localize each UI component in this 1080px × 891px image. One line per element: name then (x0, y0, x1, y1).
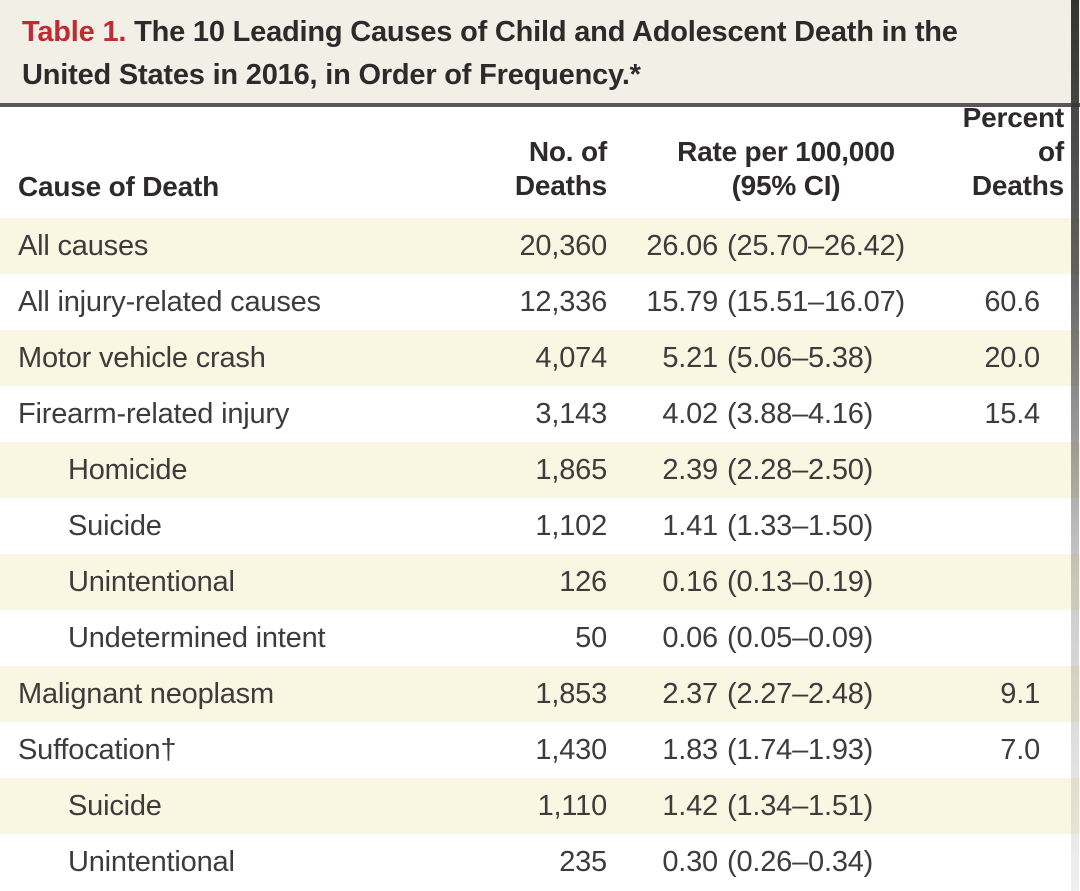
cell-cause: Firearm-related injury (18, 397, 290, 430)
cell-cause: Undetermined intent (68, 621, 326, 654)
cell-rate: 26.06 (25.70–26.42) (630, 230, 942, 263)
cell-cause: Suicide (68, 509, 162, 542)
cell-deaths: 126 (559, 565, 607, 598)
table-row: Malignant neoplasm 1,853 2.37 (2.27–2.48… (0, 666, 1080, 722)
cell-rate-value: 1.41 (662, 509, 718, 542)
cell-rate-ci: (25.70–26.42) (727, 229, 905, 262)
cell-cause: Unintentional (68, 845, 235, 878)
column-header-rate-line1: Rate per 100,000 (677, 136, 895, 167)
cell-deaths: 1,865 (535, 453, 607, 486)
table-row: Undetermined intent 50 0.06 (0.05–0.09) (0, 610, 1080, 666)
cell-rate-ci: (1.74–1.93) (727, 733, 874, 766)
cell-rate: 2.39 (2.28–2.50) (630, 454, 942, 487)
column-header-deaths: No. of Deaths (450, 135, 607, 203)
table-row: Suicide 1,110 1.42 (1.34–1.51) (0, 778, 1080, 834)
cell-cause: Suicide (68, 789, 162, 822)
cell-rate: 5.21 (5.06–5.38) (630, 342, 942, 375)
cell-rate: 1.42 (1.34–1.51) (630, 790, 942, 823)
cell-cause: Suffocation† (18, 733, 177, 766)
cell-deaths: 1,102 (535, 509, 607, 542)
cell-rate-value: 2.39 (662, 453, 718, 486)
cell-deaths: 4,074 (535, 341, 607, 374)
cell-cause: Homicide (68, 453, 188, 486)
cell-cause: All injury-related causes (18, 285, 321, 318)
cell-deaths: 1,110 (537, 789, 608, 822)
cell-deaths: 12,336 (519, 285, 608, 318)
cell-rate-value: 0.06 (662, 621, 718, 654)
column-header-percent: Percent of Deaths (942, 101, 1080, 203)
cell-cause: All causes (18, 229, 149, 262)
cell-rate-value: 5.21 (662, 341, 718, 374)
cell-rate-ci: (1.33–1.50) (727, 509, 874, 542)
cell-rate: 0.06 (0.05–0.09) (630, 622, 942, 655)
column-header-cause: Cause of Death (18, 171, 220, 202)
cell-cause: Motor vehicle crash (18, 341, 266, 374)
cell-rate: 15.79 (15.51–16.07) (630, 286, 942, 319)
cell-percent: 9.1 (1000, 677, 1040, 710)
cell-cause: Unintentional (68, 565, 235, 598)
table-row: Suffocation† 1,430 1.83 (1.74–1.93) 7.0 (0, 722, 1080, 778)
table-caption-text: The 10 Leading Causes of Child and Adole… (22, 16, 958, 91)
cell-percent: 60.6 (984, 285, 1040, 318)
cell-rate-ci: (0.05–0.09) (727, 621, 874, 654)
cell-rate-value: 0.30 (662, 845, 718, 878)
column-header-rate-line2: (95% CI) (731, 170, 841, 201)
cell-rate: 2.37 (2.27–2.48) (630, 678, 942, 711)
column-header-deaths-line2: Deaths (514, 170, 607, 201)
cell-deaths: 1,853 (535, 677, 607, 710)
cell-rate-value: 1.42 (662, 789, 718, 822)
table-caption: Table 1. The 10 Leading Causes of Child … (0, 0, 1080, 107)
column-header-percent-line1: Percent (962, 102, 1065, 133)
cell-rate-ci: (0.26–0.34) (727, 845, 874, 878)
column-header-percent-line2: of Deaths (971, 136, 1064, 201)
cell-rate-value: 4.02 (662, 397, 718, 430)
cell-percent: 7.0 (1000, 733, 1040, 766)
table-row: All injury-related causes 12,336 15.79 (… (0, 274, 1080, 330)
cell-rate-ci: (3.88–4.16) (727, 397, 874, 430)
cell-rate-value: 15.79 (646, 285, 718, 318)
cell-rate: 1.83 (1.74–1.93) (630, 734, 942, 767)
cell-rate-value: 26.06 (646, 229, 718, 262)
cell-percent: 20.0 (984, 341, 1040, 374)
cell-cause: Malignant neoplasm (18, 677, 274, 710)
column-header-rate: Rate per 100,000 (95% CI) (630, 135, 942, 203)
table-row: Unintentional 126 0.16 (0.13–0.19) (0, 554, 1080, 610)
cell-rate: 0.30 (0.26–0.34) (630, 846, 942, 879)
cell-rate: 4.02 (3.88–4.16) (630, 398, 942, 431)
table-row: Homicide 1,865 2.39 (2.28–2.50) (0, 442, 1080, 498)
table-row: Unintentional 235 0.30 (0.26–0.34) (0, 834, 1080, 890)
cell-rate-ci: (1.34–1.51) (727, 789, 874, 822)
cell-rate-ci: (2.28–2.50) (727, 453, 874, 486)
cell-deaths: 1,430 (535, 733, 607, 766)
cell-rate-ci: (2.27–2.48) (727, 677, 874, 710)
table-row: Firearm-related injury 3,143 4.02 (3.88–… (0, 386, 1080, 442)
column-header-deaths-line1: No. of (528, 136, 607, 167)
cell-rate-ci: (5.06–5.38) (727, 341, 874, 374)
cell-rate-ci: (0.13–0.19) (727, 565, 874, 598)
table-row: Suicide 1,102 1.41 (1.33–1.50) (0, 498, 1080, 554)
cell-deaths: 235 (559, 845, 607, 878)
cell-rate-ci: (15.51–16.07) (727, 285, 905, 318)
cell-deaths: 3,143 (535, 397, 607, 430)
cell-deaths: 50 (575, 621, 607, 654)
cell-rate: 1.41 (1.33–1.50) (630, 510, 942, 543)
table-body: All causes 20,360 26.06 (25.70–26.42) Al… (0, 218, 1080, 890)
table-row: Motor vehicle crash 4,074 5.21 (5.06–5.3… (0, 330, 1080, 386)
table-header-row: Cause of Death No. of Deaths Rate per 10… (0, 102, 1080, 218)
cell-rate-value: 1.83 (662, 733, 718, 766)
cell-rate-value: 0.16 (662, 565, 718, 598)
table-row: All causes 20,360 26.06 (25.70–26.42) (0, 218, 1080, 274)
cell-percent: 15.4 (984, 397, 1040, 430)
cell-deaths: 20,360 (519, 229, 608, 262)
cell-rate-value: 2.37 (662, 677, 718, 710)
cell-rate: 0.16 (0.13–0.19) (630, 566, 942, 599)
table-caption-label: Table 1. (22, 16, 127, 48)
